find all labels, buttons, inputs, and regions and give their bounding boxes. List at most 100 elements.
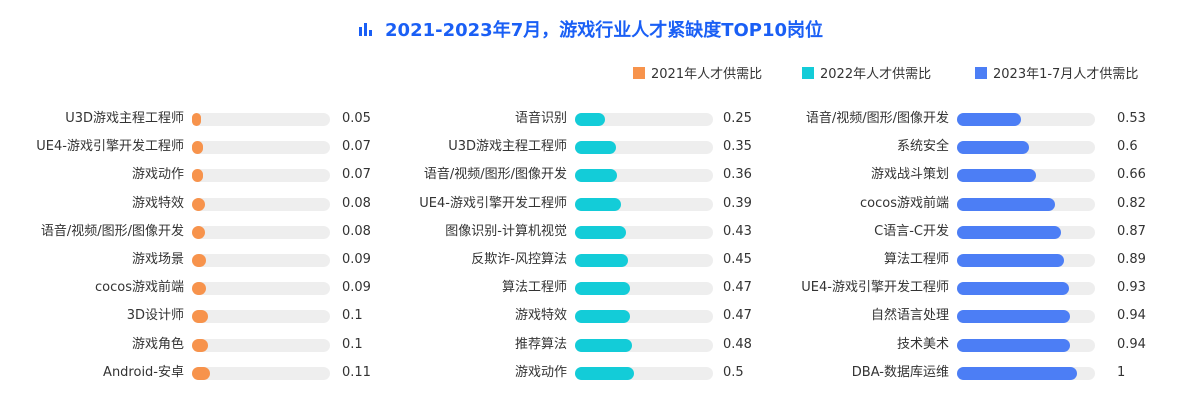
bar[interactable] <box>575 282 630 295</box>
bar-track <box>575 367 713 380</box>
chart-title-row: 2021-2023年7月，游戏行业人才紧缺度TOP10岗位 <box>0 16 1181 42</box>
category-label: 推荐算法 <box>514 337 567 352</box>
bar[interactable] <box>957 254 1064 267</box>
bar[interactable] <box>575 310 630 323</box>
bar[interactable] <box>192 226 205 239</box>
bar[interactable] <box>957 169 1036 182</box>
legend-swatch <box>633 67 645 79</box>
category-label: U3D游戏主程工程师 <box>65 111 184 126</box>
bar[interactable] <box>575 339 632 352</box>
category-label: 语音/视频/图形/图像开发 <box>40 224 184 239</box>
value-label: 0.36 <box>723 167 752 182</box>
bar-chart-icon <box>358 23 372 36</box>
value-label: 0.08 <box>342 196 371 211</box>
value-label: 0.93 <box>1117 280 1146 295</box>
bar[interactable] <box>192 141 203 154</box>
category-label: 反欺诈-风控算法 <box>471 252 567 267</box>
value-label: 0.45 <box>723 252 752 267</box>
value-label: 0.07 <box>342 139 371 154</box>
bar-track <box>192 141 330 154</box>
bar-track <box>957 254 1095 267</box>
value-label: 0.1 <box>342 337 363 352</box>
bar-track <box>575 254 713 267</box>
bar[interactable] <box>957 310 1070 323</box>
legend: 2021年人才供需比 2022年人才供需比 2023年1-7月人才供需比 <box>0 66 1181 84</box>
value-label: 0.1 <box>342 308 363 323</box>
value-label: 0.48 <box>723 337 752 352</box>
category-label: 算法工程师 <box>501 280 567 295</box>
value-label: 0.87 <box>1117 224 1146 239</box>
value-label: 1 <box>1117 365 1126 380</box>
category-label: 游戏特效 <box>131 196 184 211</box>
bar[interactable] <box>957 198 1055 211</box>
value-label: 0.25 <box>723 111 752 126</box>
bar[interactable] <box>192 282 206 295</box>
bar[interactable] <box>575 198 621 211</box>
bar[interactable] <box>575 113 605 126</box>
bar[interactable] <box>192 339 208 352</box>
value-label: 0.66 <box>1117 167 1146 182</box>
bar[interactable] <box>575 169 617 182</box>
category-label: 图像识别-计算机视觉 <box>445 224 567 239</box>
bar-track <box>957 226 1095 239</box>
chart-panel-1: U3D游戏主程工程师 0.05 UE4-游戏引擎开发工程师 0.07 游戏动作 0.07 游… <box>0 110 1181 390</box>
category-label: 语音识别 <box>514 111 567 126</box>
legend-swatch <box>802 67 814 79</box>
legend-swatch <box>975 67 987 79</box>
bar-track <box>192 254 330 267</box>
legend-item-3[interactable]: 2023年1-7月人才供需比 <box>975 66 1138 84</box>
bar[interactable] <box>192 169 203 182</box>
value-label: 0.05 <box>342 111 371 126</box>
category-label: 游戏场景 <box>131 252 184 267</box>
category-label: DBA-数据库运维 <box>851 365 949 380</box>
value-label: 0.47 <box>723 280 752 295</box>
bar[interactable] <box>192 254 206 267</box>
bar-track <box>575 339 713 352</box>
bar[interactable] <box>192 310 208 323</box>
value-label: 0.94 <box>1117 337 1146 352</box>
bar-track <box>192 169 330 182</box>
bar-track <box>575 282 713 295</box>
bar[interactable] <box>575 141 616 154</box>
bar-track <box>192 198 330 211</box>
bar-track <box>957 169 1095 182</box>
bar[interactable] <box>192 367 210 380</box>
category-label: 系统安全 <box>896 139 949 154</box>
value-label: 0.94 <box>1117 308 1146 323</box>
bar-track <box>575 310 713 323</box>
bar[interactable] <box>575 254 628 267</box>
legend-item-2[interactable]: 2022年人才供需比 <box>802 66 931 84</box>
bar-track <box>575 113 713 126</box>
category-label: cocos游戏前端 <box>95 280 184 295</box>
category-label: 游戏角色 <box>131 337 184 352</box>
value-label: 0.82 <box>1117 196 1146 211</box>
value-label: 0.11 <box>342 365 371 380</box>
bar-track <box>957 198 1095 211</box>
category-label: UE4-游戏引擎开发工程师 <box>419 196 567 211</box>
bar[interactable] <box>192 113 201 126</box>
bar[interactable] <box>192 198 205 211</box>
bar[interactable] <box>957 367 1077 380</box>
bar[interactable] <box>957 113 1021 126</box>
bar[interactable] <box>957 339 1070 352</box>
legend-item-1[interactable]: 2021年人才供需比 <box>633 66 762 84</box>
bar-track <box>957 282 1095 295</box>
category-label: 语音/视频/图形/图像开发 <box>423 167 567 182</box>
category-label: 算法工程师 <box>883 252 949 267</box>
category-label: 自然语言处理 <box>870 308 949 323</box>
bar-track <box>957 113 1095 126</box>
category-label: 游戏动作 <box>131 167 184 182</box>
bar-track <box>575 226 713 239</box>
bar-track <box>575 141 713 154</box>
bar[interactable] <box>957 226 1061 239</box>
category-label: UE4-游戏引擎开发工程师 <box>801 280 949 295</box>
category-label: U3D游戏主程工程师 <box>448 139 567 154</box>
category-label: 游戏动作 <box>514 365 567 380</box>
bar[interactable] <box>957 141 1029 154</box>
bar[interactable] <box>575 226 626 239</box>
bar-track <box>957 141 1095 154</box>
category-label: 3D设计师 <box>126 308 184 323</box>
bar[interactable] <box>957 282 1069 295</box>
bar[interactable] <box>575 367 634 380</box>
value-label: 0.39 <box>723 196 752 211</box>
